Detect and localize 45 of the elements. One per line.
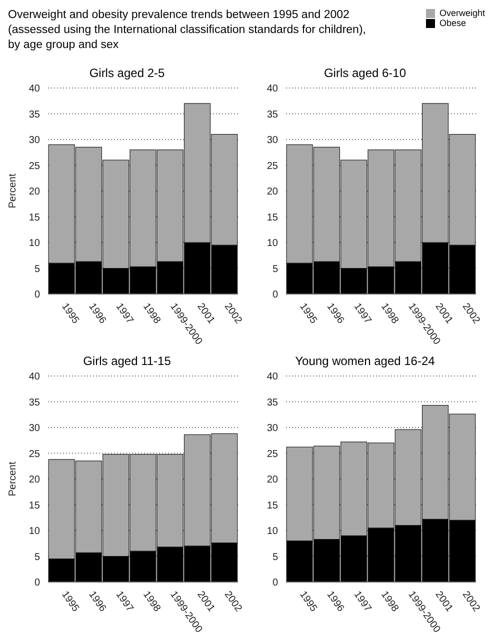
y-tick-label: 35 (28, 109, 40, 120)
y-tick-label: 35 (266, 109, 278, 120)
y-tick-label: 10 (266, 238, 278, 250)
chart-title: Girls aged 6-10 (322, 66, 408, 82)
y-tick-label: 0 (272, 578, 278, 589)
y-tick-label: 20 (266, 474, 278, 486)
y-tick-label: 35 (28, 397, 40, 408)
y-axis-title: Percent (8, 174, 19, 208)
y-tick-label: 35 (266, 397, 278, 408)
y-tick-label: 0 (272, 290, 278, 301)
y-tick-label: 30 (28, 423, 40, 434)
y-tick-label: 10 (28, 238, 40, 250)
y-tick-label: 0 (34, 290, 40, 301)
y-tick-label: 5 (272, 552, 278, 563)
y-tick-label: 40 (266, 372, 278, 383)
y-tick-label: 20 (266, 186, 278, 198)
y-tick-label: 10 (266, 526, 278, 538)
y-tick-label: 15 (266, 212, 278, 224)
text: Overweight (439, 8, 485, 18)
y-tick-label: 20 (28, 474, 40, 486)
y-tick-label: 30 (266, 135, 278, 146)
chart-title: Young women aged 16-24 (294, 354, 436, 370)
chart-title: Girls aged 11-15 (82, 354, 172, 370)
y-tick-label: 30 (266, 423, 278, 434)
y-axis-title: Percent (8, 462, 19, 496)
y-tick-label: 0 (34, 578, 40, 589)
y-tick-label: 40 (266, 84, 278, 95)
y-tick-label: 5 (272, 264, 278, 275)
text: Overweight and obesity prevalence trends between 1995 and 2002 (assessed using the International classification standards for children), by age group and sex (8, 8, 367, 53)
chart-title: Girls aged 2-5 (88, 66, 166, 82)
y-tick-label: 15 (28, 500, 40, 512)
y-tick-label: 25 (266, 160, 278, 172)
y-tick-label: 15 (266, 500, 278, 512)
y-tick-label: 25 (28, 448, 40, 460)
y-tick-label: 10 (28, 526, 40, 538)
y-tick-label: 40 (28, 84, 40, 95)
y-tick-label: 40 (28, 372, 40, 383)
legend-label: Obese (439, 18, 466, 28)
y-tick-label: 5 (34, 552, 40, 563)
y-tick-label: 5 (34, 264, 40, 275)
y-tick-label: 30 (28, 135, 40, 146)
y-tick-label: 15 (28, 212, 40, 224)
y-tick-label: 25 (28, 160, 40, 172)
y-tick-label: 25 (266, 448, 278, 460)
y-tick-label: 20 (28, 186, 40, 198)
